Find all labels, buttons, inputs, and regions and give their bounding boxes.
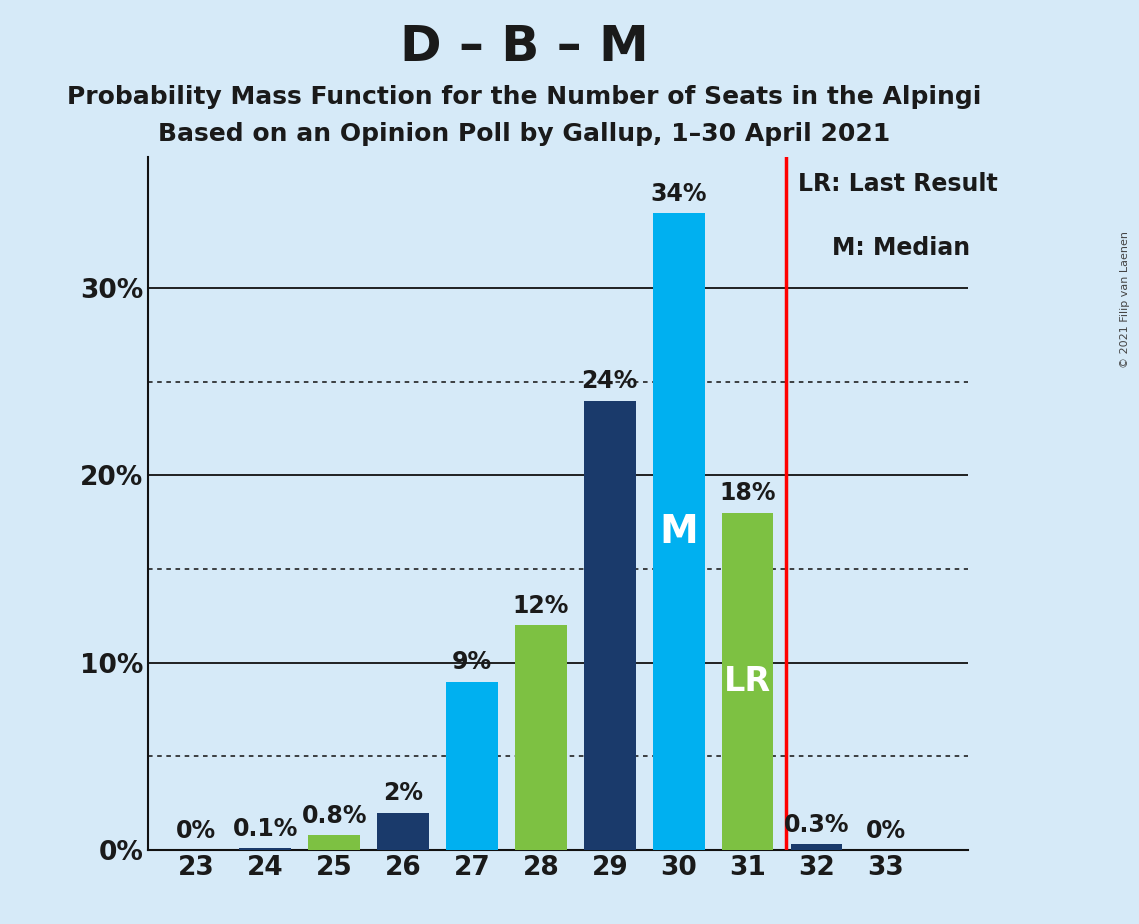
Text: D – B – M: D – B – M — [400, 23, 648, 71]
Bar — [653, 213, 705, 850]
Text: 0.1%: 0.1% — [232, 817, 298, 841]
Text: LR: LR — [724, 665, 771, 698]
Bar — [515, 626, 567, 850]
Bar — [790, 845, 843, 850]
Bar — [722, 513, 773, 850]
Text: 0.3%: 0.3% — [784, 813, 850, 837]
Text: 24%: 24% — [582, 369, 638, 393]
Text: Probability Mass Function for the Number of Seats in the Alpingi: Probability Mass Function for the Number… — [67, 85, 981, 109]
Text: 2%: 2% — [383, 781, 423, 805]
Text: 9%: 9% — [452, 650, 492, 674]
Bar — [584, 401, 636, 850]
Bar — [309, 835, 360, 850]
Text: LR: Last Result: LR: Last Result — [798, 172, 998, 196]
Bar — [377, 812, 429, 850]
Text: M: Median: M: Median — [833, 236, 970, 260]
Text: 0%: 0% — [177, 819, 216, 843]
Text: M: M — [659, 513, 698, 551]
Text: 0%: 0% — [866, 819, 906, 843]
Text: 34%: 34% — [650, 182, 707, 206]
Text: 12%: 12% — [513, 594, 570, 618]
Text: 18%: 18% — [720, 481, 776, 505]
Bar — [446, 682, 498, 850]
Text: 0.8%: 0.8% — [302, 804, 367, 828]
Text: Based on an Opinion Poll by Gallup, 1–30 April 2021: Based on an Opinion Poll by Gallup, 1–30… — [158, 122, 890, 146]
Bar — [239, 848, 292, 850]
Text: © 2021 Filip van Laenen: © 2021 Filip van Laenen — [1120, 231, 1130, 368]
